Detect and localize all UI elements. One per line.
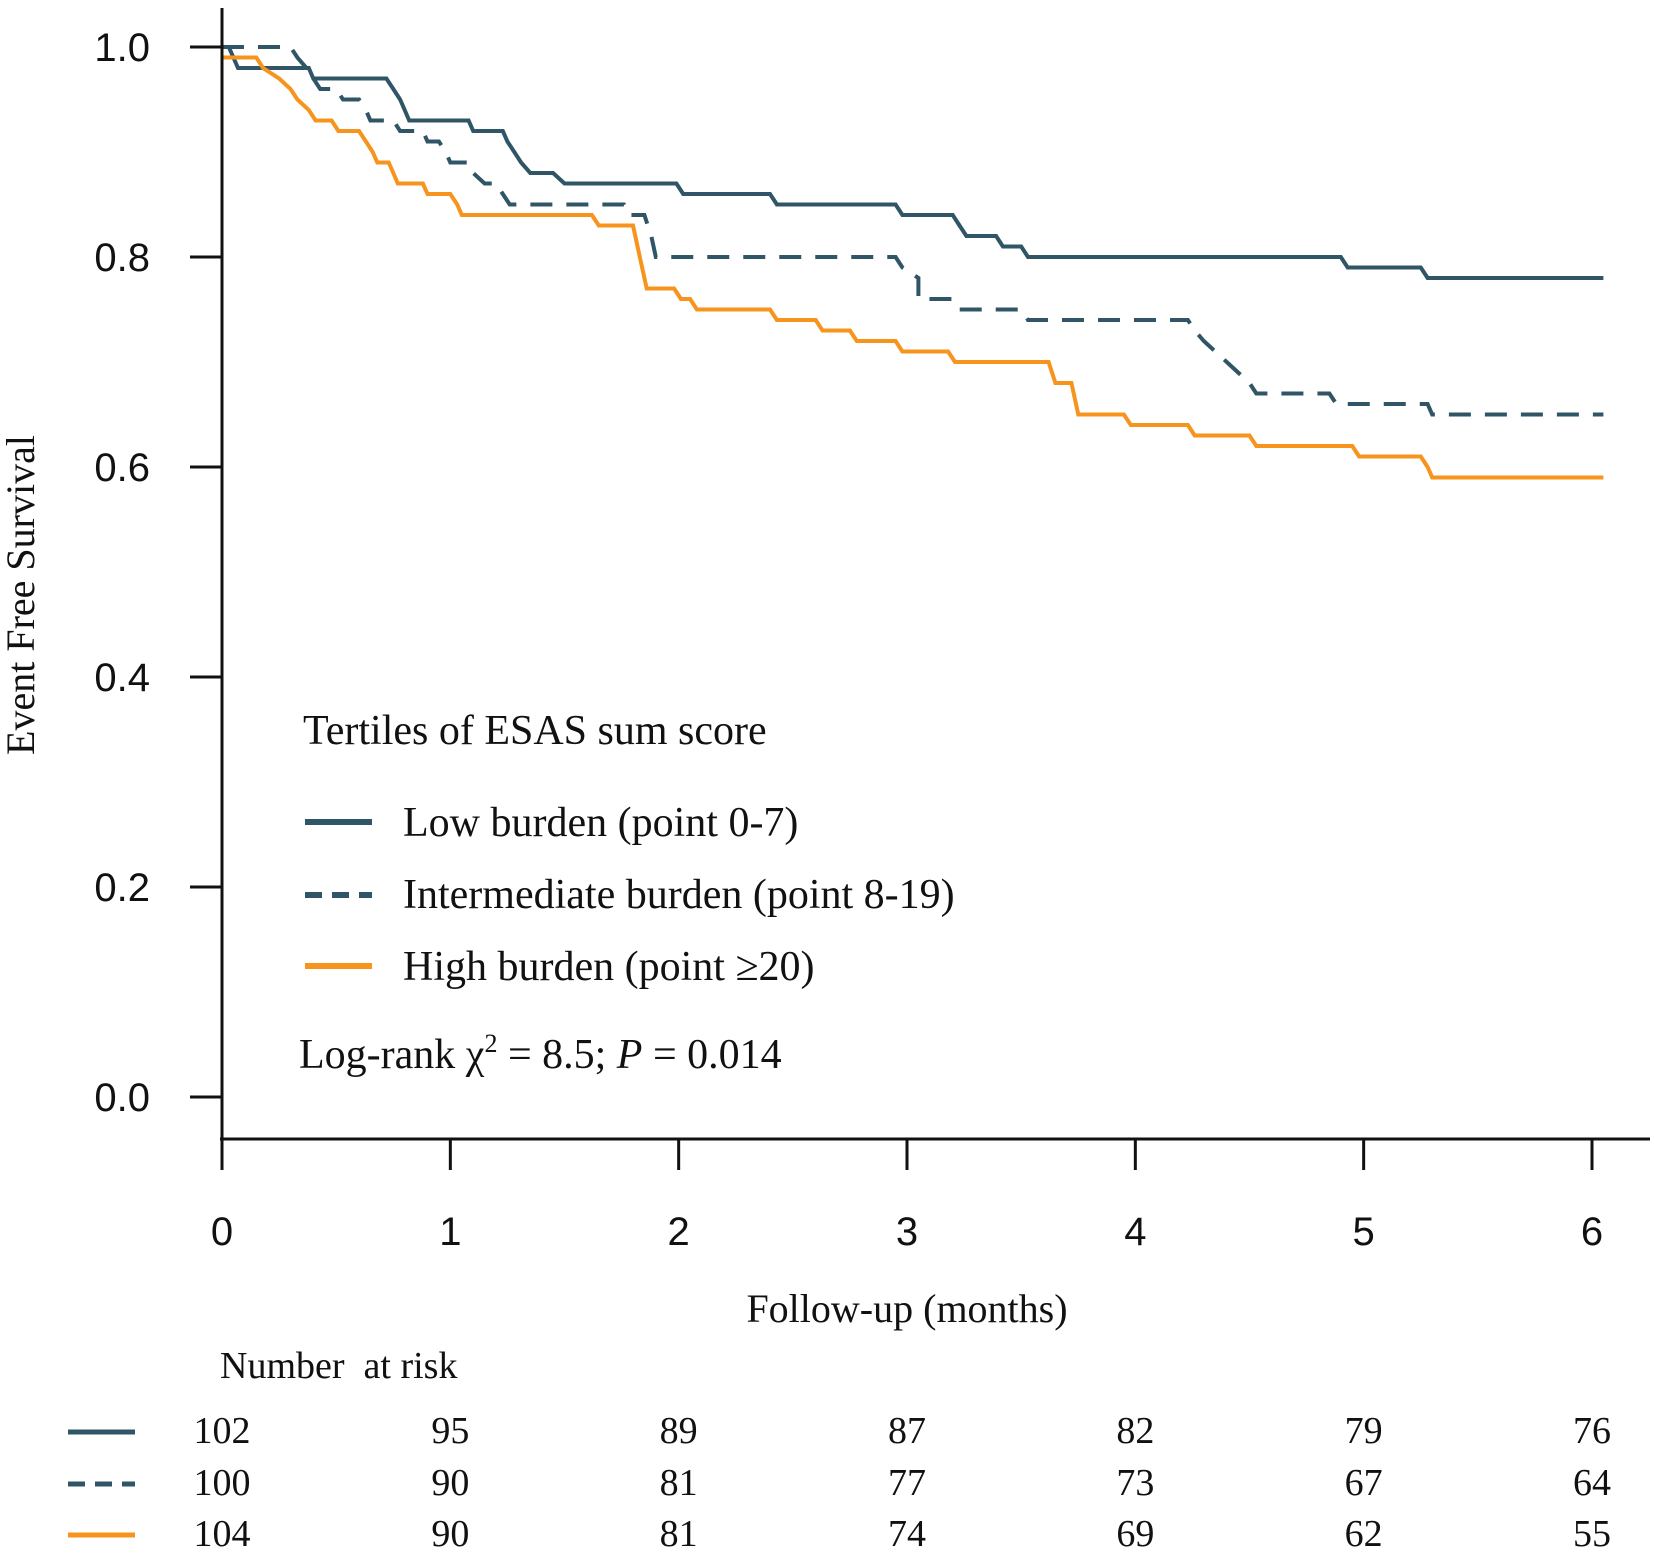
risk-value: 81 bbox=[660, 1513, 698, 1555]
chi-symbol: χ bbox=[465, 1032, 485, 1078]
x-tick-label: 0 bbox=[211, 1210, 233, 1254]
legend-label-intermediate: Intermediate burden (point 8-19) bbox=[403, 872, 955, 918]
x-tick-label: 4 bbox=[1124, 1210, 1146, 1254]
p-symbol: P bbox=[616, 1032, 643, 1078]
x-tick-label: 6 bbox=[1581, 1210, 1603, 1254]
risk-value: 87 bbox=[888, 1410, 926, 1452]
y-tick-label: 0.2 bbox=[94, 866, 150, 910]
legend-label-low: Low burden (point 0-7) bbox=[403, 800, 798, 846]
risk-value: 100 bbox=[194, 1462, 251, 1504]
risk-value: 90 bbox=[431, 1513, 469, 1555]
log-rank-prefix: Log-rank bbox=[299, 1032, 466, 1078]
risk-value: 104 bbox=[194, 1513, 251, 1555]
x-tick-label: 1 bbox=[439, 1210, 461, 1254]
y-axis-label: Event Free Survival bbox=[0, 435, 43, 755]
risk-value: 90 bbox=[431, 1462, 469, 1504]
risk-value: 77 bbox=[888, 1462, 926, 1504]
log-rank-annotation: Log-rank χ2 = 8.5; P = 0.014 bbox=[299, 1029, 782, 1078]
survival-curves bbox=[222, 45, 1604, 480]
intermediate-burden-curve bbox=[222, 45, 1604, 417]
x-tick-label: 2 bbox=[668, 1210, 690, 1254]
legend-label-high: High burden (point ≥20) bbox=[403, 944, 815, 990]
y-tick-label: 0.8 bbox=[94, 236, 150, 280]
risk-value: 64 bbox=[1573, 1462, 1611, 1504]
chi-value: = 8.5; bbox=[497, 1032, 616, 1078]
risk-value: 81 bbox=[660, 1462, 698, 1504]
risk-value: 79 bbox=[1345, 1410, 1383, 1452]
risk-value: 55 bbox=[1573, 1513, 1611, 1555]
y-tick-label: 0.0 bbox=[94, 1076, 150, 1120]
risk-value: 62 bbox=[1345, 1513, 1383, 1555]
axes bbox=[220, 8, 1650, 1141]
legend: Tertiles of ESAS sum score Low burden (p… bbox=[303, 708, 955, 990]
risk-value: 95 bbox=[431, 1410, 469, 1452]
risk-value: 73 bbox=[1116, 1462, 1154, 1504]
y-ticks: 0.0 0.2 0.4 0.6 0.8 1.0 bbox=[94, 26, 222, 1120]
x-tick-label: 3 bbox=[896, 1210, 918, 1254]
chi-superscript: 2 bbox=[484, 1029, 497, 1058]
legend-title: Tertiles of ESAS sum score bbox=[303, 708, 767, 754]
y-tick-label: 0.6 bbox=[94, 446, 150, 490]
x-axis-label: Follow-up (months) bbox=[746, 1286, 1067, 1331]
x-tick-label: 5 bbox=[1353, 1210, 1375, 1254]
y-tick-label: 0.4 bbox=[94, 656, 150, 700]
p-value: = 0.014 bbox=[642, 1032, 781, 1078]
risk-value: 74 bbox=[888, 1513, 926, 1555]
risk-table: 102 95 89 87 82 79 76 100 90 81 77 73 67 64 104 90 81 74 6… bbox=[68, 1410, 1611, 1555]
y-tick-label: 1.0 bbox=[94, 26, 150, 70]
risk-table-title: Number at risk bbox=[220, 1345, 457, 1387]
risk-value: 82 bbox=[1116, 1410, 1154, 1452]
high-burden-curve bbox=[222, 55, 1604, 480]
risk-value: 102 bbox=[194, 1410, 251, 1452]
low-burden-curve bbox=[222, 45, 1604, 280]
risk-value: 69 bbox=[1116, 1513, 1154, 1555]
x-ticks: 0 1 2 3 4 5 6 bbox=[211, 1139, 1603, 1254]
risk-value: 89 bbox=[660, 1410, 698, 1452]
risk-value: 67 bbox=[1345, 1462, 1383, 1504]
risk-value: 76 bbox=[1573, 1410, 1611, 1452]
